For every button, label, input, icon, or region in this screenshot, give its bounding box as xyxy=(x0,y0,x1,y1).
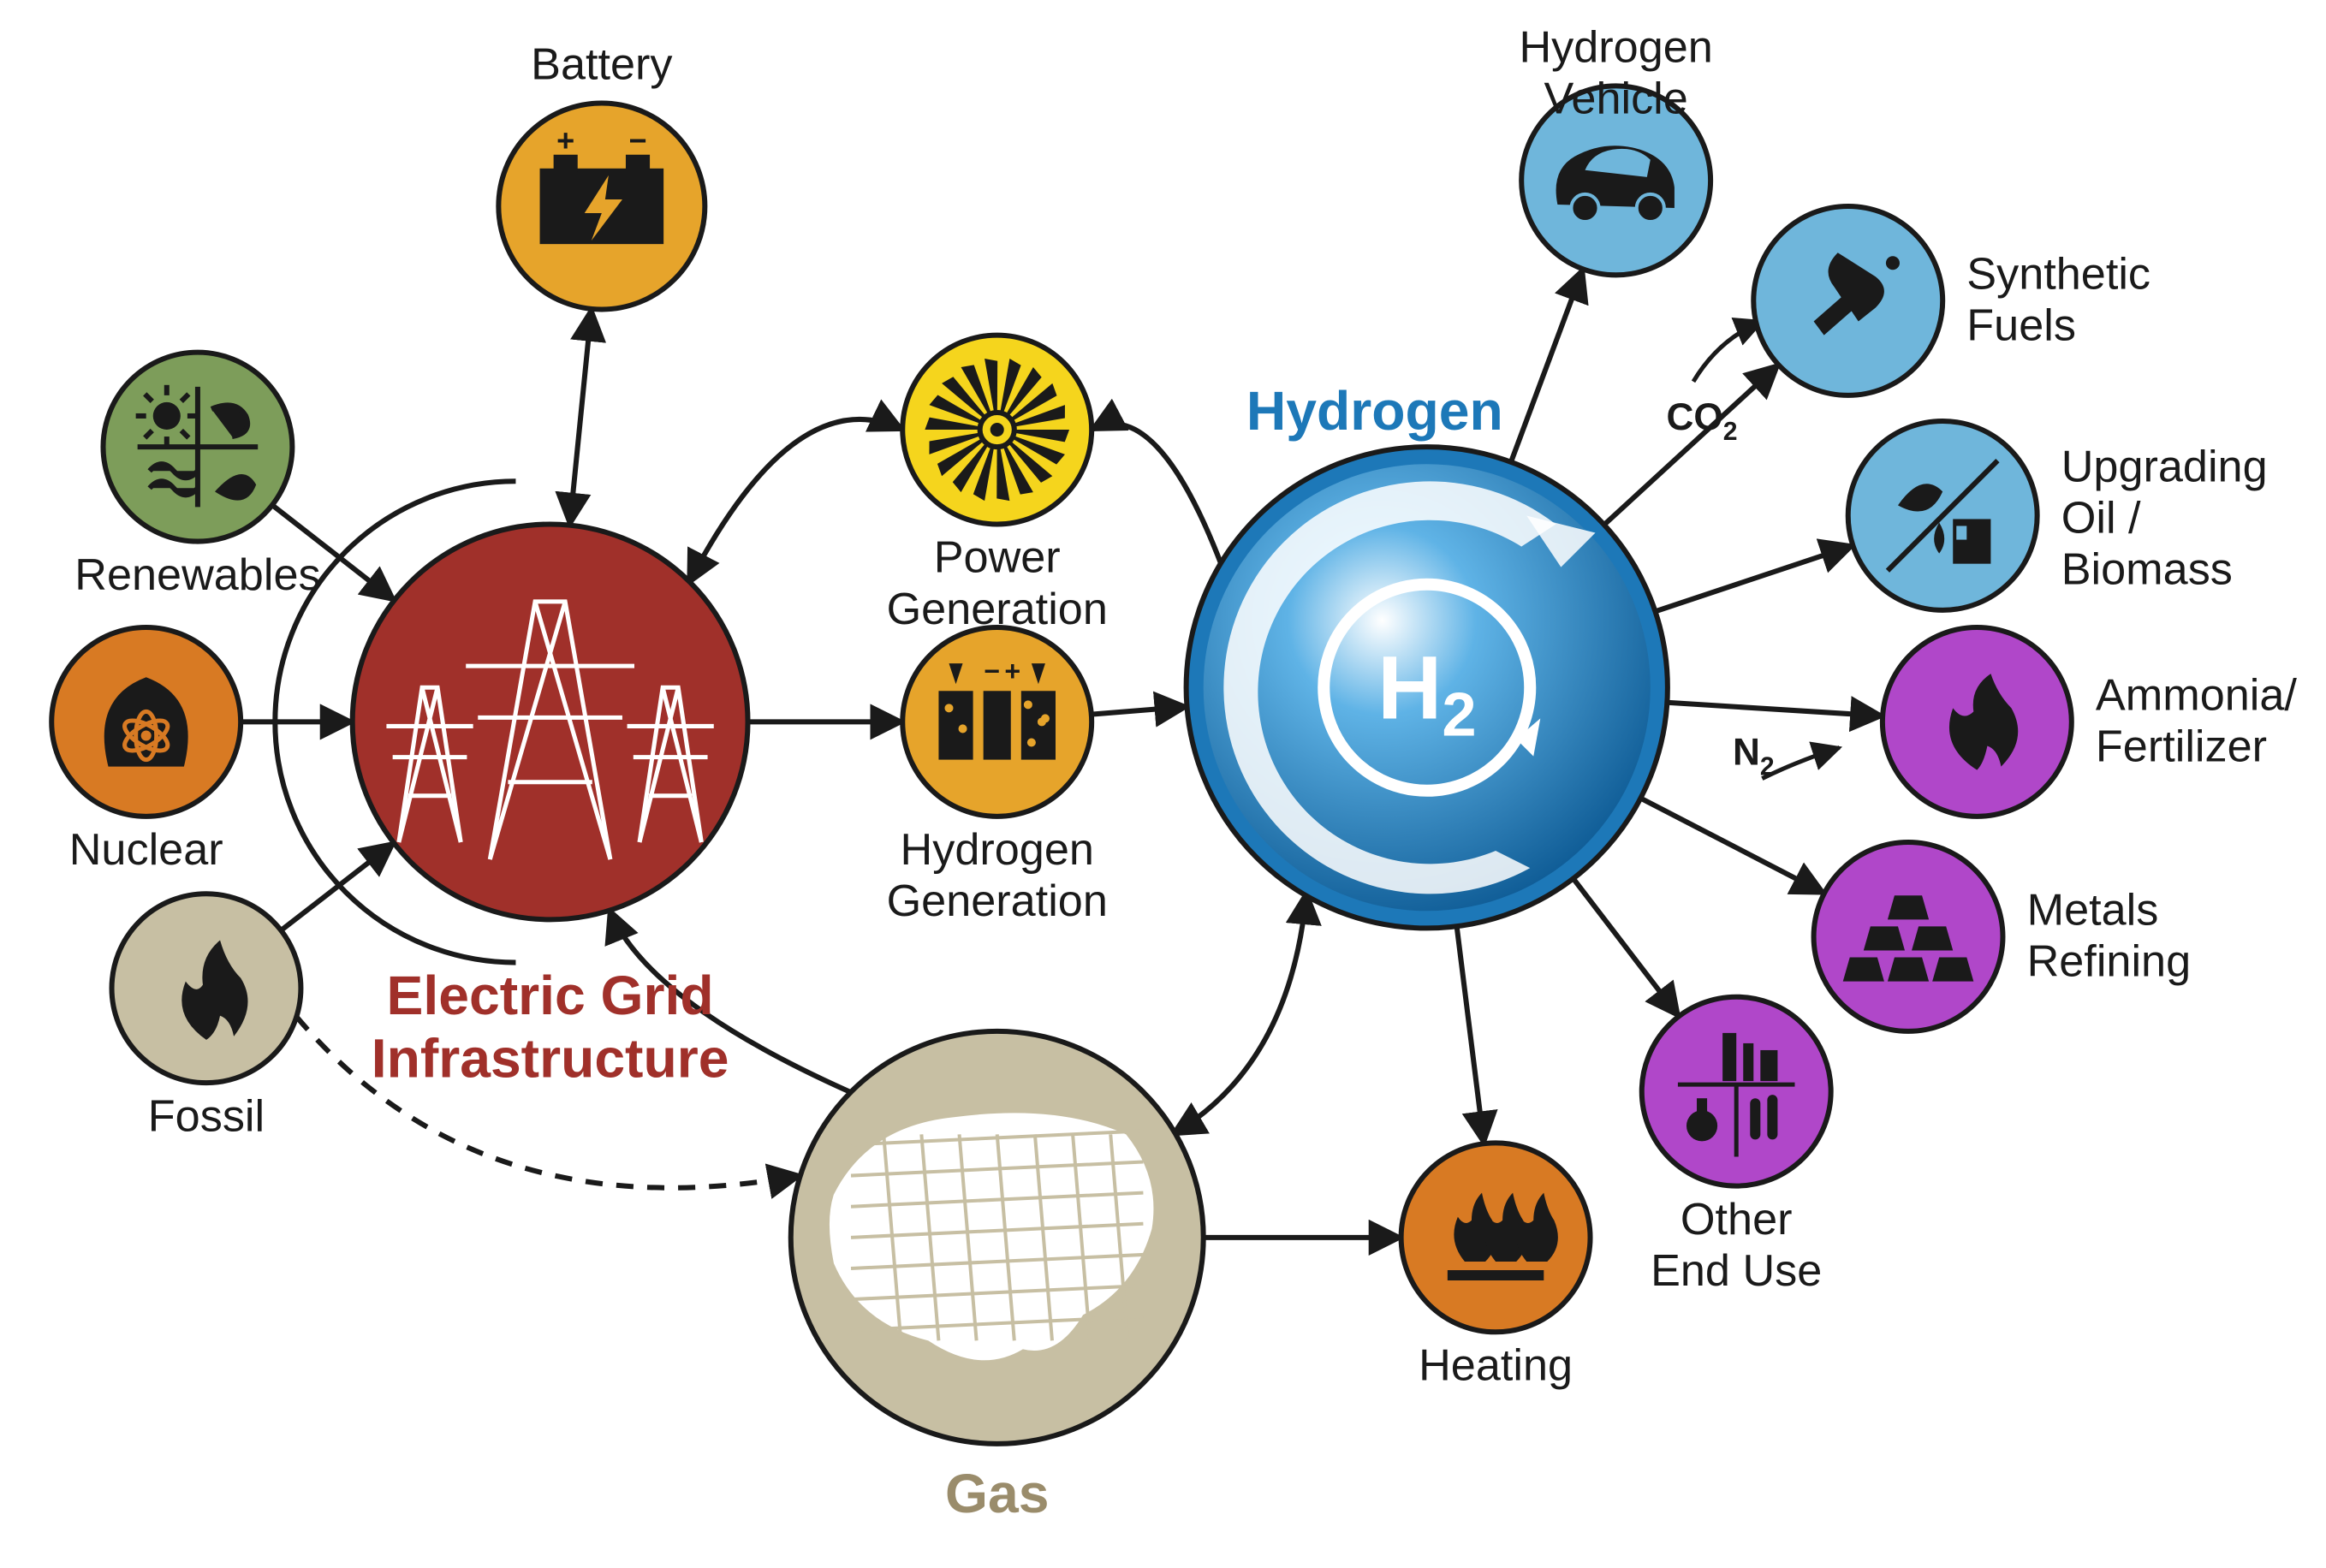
hydrogen-label: Hydrogen xyxy=(1246,380,1503,442)
renewables-node xyxy=(103,353,292,542)
edge-hydrogen-biomass xyxy=(1655,545,1853,611)
edge-hydrogen-gas xyxy=(1173,892,1307,1134)
edge-h2gen-hydrogen xyxy=(1092,707,1187,715)
hydrogen-energy-diagram: H2 +−−+ Electric GridInfrastructureGasIn… xyxy=(0,0,2326,1526)
edge-hydrogen-powergen xyxy=(1092,424,1222,567)
powergen-node xyxy=(902,336,1092,525)
ammonia-label: Ammonia/Fertilizer xyxy=(2096,670,2297,771)
annotation-co2: CO2 xyxy=(1667,396,1738,446)
renewables-label: Renewables xyxy=(74,550,320,600)
h2gen-label: HydrogenGeneration xyxy=(887,825,1108,926)
synfuels-label: SyntheticFuels xyxy=(1966,249,2151,350)
heating-node xyxy=(1401,1143,1591,1332)
fossil-label: Fossil xyxy=(148,1091,265,1141)
nuclear-node xyxy=(51,627,241,817)
biomass-label: UpgradingOil /Biomass xyxy=(2061,442,2268,594)
edge-electric-powergen xyxy=(688,419,902,584)
biomass-node xyxy=(1848,421,2037,610)
annotation-arrow-co2 xyxy=(1693,322,1762,382)
edge-hydrogen-metals xyxy=(1640,799,1824,894)
svg-text:−: − xyxy=(628,123,646,158)
svg-text:−: − xyxy=(984,656,1000,686)
edge-hydrogen-ammonia xyxy=(1667,703,1883,716)
vehicle-label: HydrogenVehicle xyxy=(1519,22,1712,123)
edge-electric-battery xyxy=(570,309,592,526)
svg-text:+: + xyxy=(556,123,574,158)
metals-node xyxy=(1814,842,2003,1031)
nuclear-label: Nuclear xyxy=(69,825,223,875)
h2gen-node: −+ xyxy=(902,627,1092,817)
svg-text:+: + xyxy=(1004,656,1020,686)
other-label: OtherEnd Use xyxy=(1651,1195,1822,1296)
heating-label: Heating xyxy=(1419,1341,1573,1391)
metals-label: MetalsRefining xyxy=(2027,885,2192,986)
edge-hydrogen-other xyxy=(1573,878,1679,1016)
metals-circle xyxy=(1814,842,2003,1031)
electric-grid-hub xyxy=(353,524,748,919)
edge-hydrogen-vehicle xyxy=(1511,269,1583,461)
powergen-label: PowerGeneration xyxy=(887,533,1108,634)
edge-hydrogen-heating xyxy=(1457,926,1484,1143)
battery-label: Battery xyxy=(531,39,672,89)
edge-hydrogen-synfuels xyxy=(1604,365,1779,525)
ammonia-node xyxy=(1883,627,2072,817)
annotation-n2: N2 xyxy=(1733,732,1775,781)
fossil-node xyxy=(112,894,301,1083)
battery-node: +− xyxy=(498,103,705,309)
gas-infrastructure-label: GasInfrastructure xyxy=(818,1463,1176,1526)
synfuels-node xyxy=(1753,206,1942,395)
other-node xyxy=(1642,997,1831,1186)
electric-grid-label: Electric GridInfrastructure xyxy=(372,965,729,1090)
